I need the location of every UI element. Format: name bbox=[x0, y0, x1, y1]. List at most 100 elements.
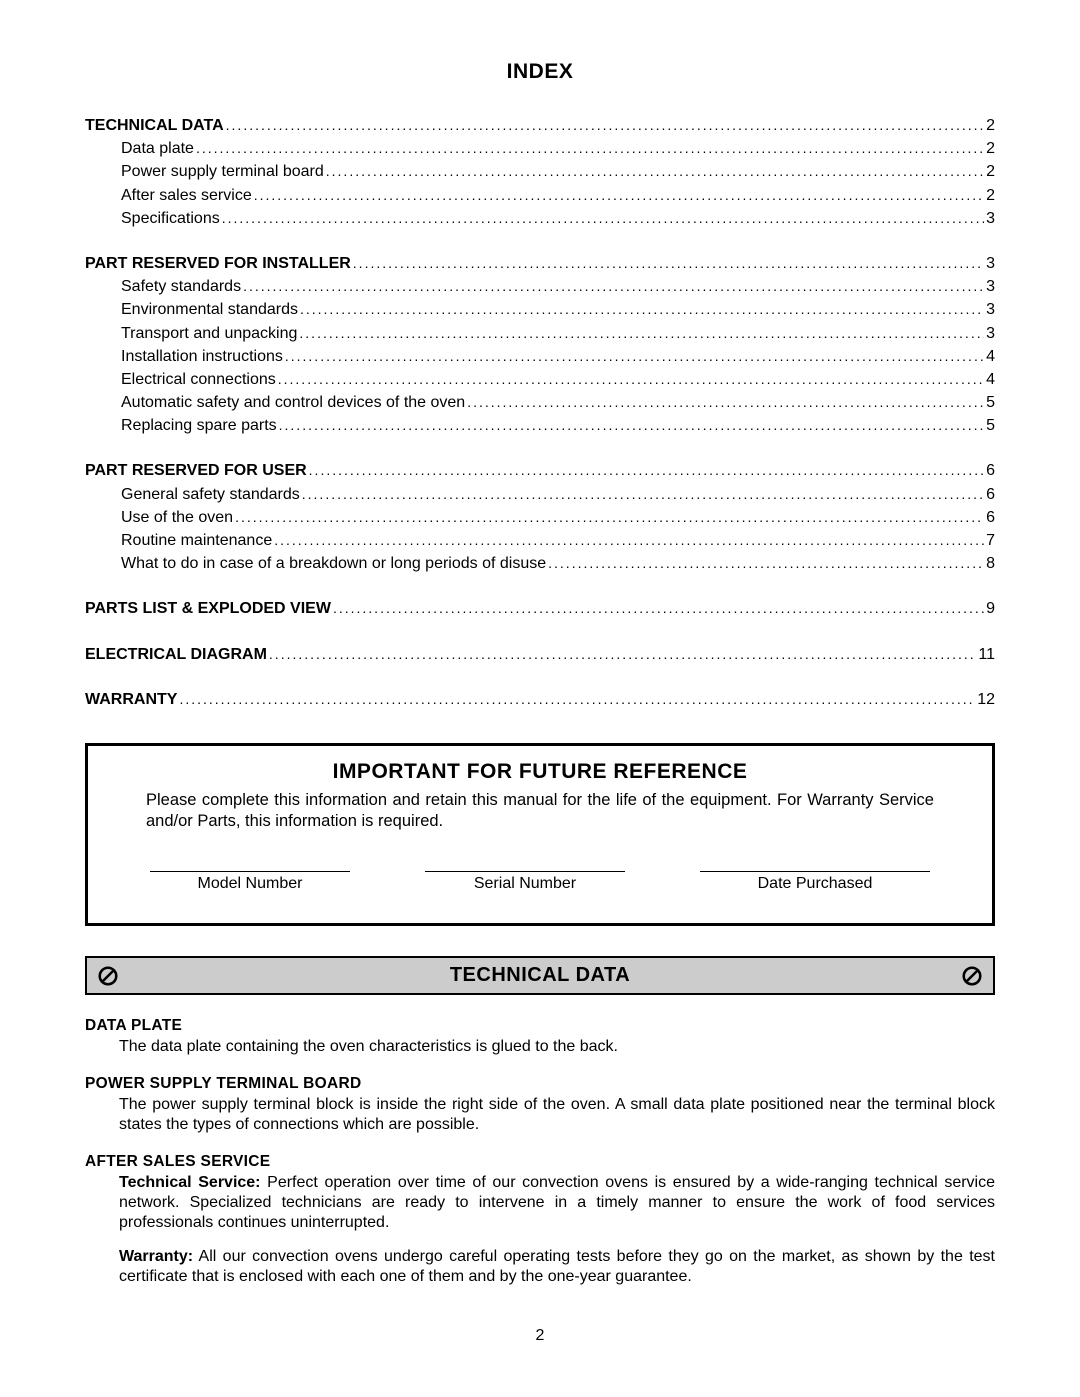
toc-sub-row: Electrical connections 4 bbox=[85, 368, 995, 391]
warranty-label: Warranty: bbox=[119, 1248, 193, 1265]
toc-sub-row: Use of the oven 6 bbox=[85, 506, 995, 529]
toc-sub-row: Replacing spare parts 5 bbox=[85, 414, 995, 437]
section-heading: DATA PLATE bbox=[85, 1017, 995, 1035]
page-number: 2 bbox=[85, 1327, 995, 1345]
field-label: Serial Number bbox=[425, 875, 625, 893]
toc-dots bbox=[285, 346, 984, 366]
toc-section: PARTS LIST & EXPLODED VIEW 9 bbox=[85, 597, 995, 620]
tech-service-label: Technical Service: bbox=[119, 1174, 261, 1191]
toc-page: 9 bbox=[986, 597, 995, 620]
toc-dots bbox=[222, 208, 984, 228]
toc-page: 2 bbox=[986, 137, 995, 160]
toc-sub-row: What to do in case of a breakdown or lon… bbox=[85, 552, 995, 575]
toc-dots bbox=[333, 598, 984, 618]
toc-heading-row: PART RESERVED FOR INSTALLER 3 bbox=[85, 252, 995, 275]
toc-page: 3 bbox=[986, 298, 995, 321]
toc-heading-row: PARTS LIST & EXPLODED VIEW 9 bbox=[85, 597, 995, 620]
section-paragraph: The power supply terminal block is insid… bbox=[119, 1095, 995, 1135]
toc-page: 3 bbox=[986, 252, 995, 275]
toc-section: ELECTRICAL DIAGRAM 11 bbox=[85, 643, 995, 666]
toc-page: 7 bbox=[986, 529, 995, 552]
field-label: Model Number bbox=[150, 875, 350, 893]
toc-page: 5 bbox=[986, 391, 995, 414]
toc-sub-row: Power supply terminal board 2 bbox=[85, 160, 995, 183]
toc-sub-label: After sales service bbox=[121, 184, 252, 207]
toc-dots bbox=[278, 369, 984, 389]
section-bar-title: TECHNICAL DATA bbox=[450, 964, 630, 987]
toc-section: WARRANTY 12 bbox=[85, 688, 995, 711]
toc-sub-row: Environmental standards 3 bbox=[85, 298, 995, 321]
toc-sub-row: Data plate 2 bbox=[85, 137, 995, 160]
toc-sub-label: Environmental standards bbox=[121, 298, 298, 321]
toc-page: 8 bbox=[986, 552, 995, 575]
toc-dots bbox=[269, 644, 976, 664]
toc-dots bbox=[235, 507, 984, 527]
section-heading: POWER SUPPLY TERMINAL BOARD bbox=[85, 1075, 995, 1093]
toc-sub-label: Use of the oven bbox=[121, 506, 233, 529]
toc-page: 6 bbox=[986, 506, 995, 529]
toc-dots bbox=[243, 276, 984, 296]
toc-page: 2 bbox=[986, 160, 995, 183]
toc-sub-row: Routine maintenance 7 bbox=[85, 529, 995, 552]
model-number-field[interactable]: Model Number bbox=[150, 871, 350, 893]
table-of-contents: TECHNICAL DATA 2 Data plate 2 Power supp… bbox=[85, 114, 995, 711]
toc-dots bbox=[467, 392, 984, 412]
toc-sub-label: Power supply terminal board bbox=[121, 160, 324, 183]
important-title: IMPORTANT FOR FUTURE REFERENCE bbox=[146, 760, 934, 784]
toc-page: 3 bbox=[986, 275, 995, 298]
section-heading: AFTER SALES SERVICE bbox=[85, 1153, 995, 1171]
toc-page: 4 bbox=[986, 368, 995, 391]
toc-page: 6 bbox=[986, 459, 995, 482]
toc-heading-label: ELECTRICAL DIAGRAM bbox=[85, 643, 267, 666]
serial-number-field[interactable]: Serial Number bbox=[425, 871, 625, 893]
index-title: INDEX bbox=[85, 60, 995, 84]
toc-dots bbox=[274, 530, 984, 550]
toc-dots bbox=[279, 415, 984, 435]
field-line bbox=[150, 871, 350, 872]
toc-sub-row: Transport and unpacking 3 bbox=[85, 322, 995, 345]
toc-sub-row: Safety standards 3 bbox=[85, 275, 995, 298]
toc-heading-row: ELECTRICAL DIAGRAM 11 bbox=[85, 643, 995, 666]
toc-heading-label: PART RESERVED FOR USER bbox=[85, 459, 307, 482]
toc-dots bbox=[548, 553, 984, 573]
toc-heading-label: PARTS LIST & EXPLODED VIEW bbox=[85, 597, 331, 620]
toc-heading-label: WARRANTY bbox=[85, 688, 177, 711]
toc-sub-label: Safety standards bbox=[121, 275, 241, 298]
toc-heading-row: WARRANTY 12 bbox=[85, 688, 995, 711]
toc-dots bbox=[254, 185, 984, 205]
toc-dots bbox=[302, 484, 984, 504]
toc-page: 11 bbox=[978, 643, 995, 666]
toc-sub-row: General safety standards 6 bbox=[85, 483, 995, 506]
toc-dots bbox=[196, 138, 984, 158]
toc-dots bbox=[179, 689, 975, 709]
important-text: Please complete this information and ret… bbox=[146, 790, 934, 831]
prohibit-icon bbox=[961, 965, 983, 987]
toc-sub-row: Installation instructions 4 bbox=[85, 345, 995, 368]
toc-sub-label: Automatic safety and control devices of … bbox=[121, 391, 465, 414]
toc-dots bbox=[353, 253, 984, 273]
warranty-paragraph: Warranty: All our convection ovens under… bbox=[119, 1247, 995, 1287]
toc-sub-label: What to do in case of a breakdown or lon… bbox=[121, 552, 546, 575]
toc-dots bbox=[226, 115, 984, 135]
toc-section: TECHNICAL DATA 2 Data plate 2 Power supp… bbox=[85, 114, 995, 230]
content-block: DATA PLATE The data plate containing the… bbox=[85, 1017, 995, 1287]
toc-heading-row: PART RESERVED FOR USER 6 bbox=[85, 459, 995, 482]
toc-sub-label: Routine maintenance bbox=[121, 529, 272, 552]
toc-page: 3 bbox=[986, 207, 995, 230]
toc-heading-row: TECHNICAL DATA 2 bbox=[85, 114, 995, 137]
prohibit-icon bbox=[97, 965, 119, 987]
toc-page: 5 bbox=[986, 414, 995, 437]
section-body: The power supply terminal block is insid… bbox=[85, 1095, 995, 1135]
toc-heading-label: TECHNICAL DATA bbox=[85, 114, 224, 137]
toc-section: PART RESERVED FOR USER 6 General safety … bbox=[85, 459, 995, 575]
section-body: The data plate containing the oven chara… bbox=[85, 1037, 995, 1057]
technical-data-bar: TECHNICAL DATA bbox=[85, 956, 995, 995]
field-line bbox=[425, 871, 625, 872]
toc-sub-label: Data plate bbox=[121, 137, 194, 160]
technical-service-paragraph: Technical Service: Perfect operation ove… bbox=[119, 1173, 995, 1233]
toc-page: 3 bbox=[986, 322, 995, 345]
toc-sub-label: General safety standards bbox=[121, 483, 300, 506]
toc-sub-label: Electrical connections bbox=[121, 368, 276, 391]
date-purchased-field[interactable]: Date Purchased bbox=[700, 871, 930, 893]
toc-sub-row: Specifications 3 bbox=[85, 207, 995, 230]
